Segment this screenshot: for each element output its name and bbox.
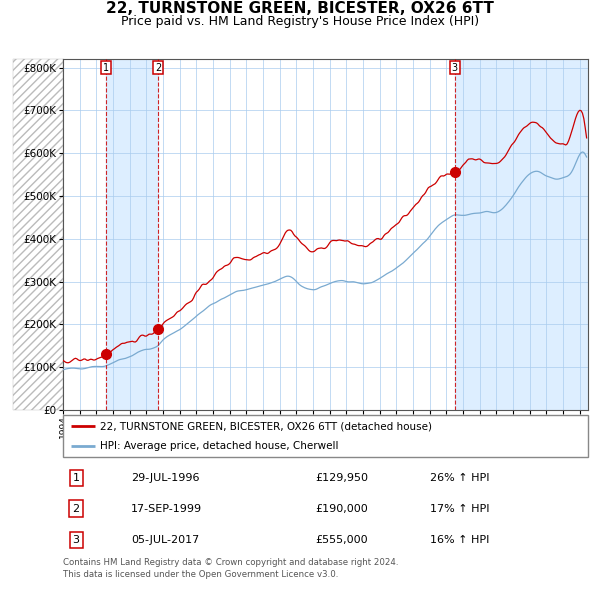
Text: 1: 1 <box>73 473 80 483</box>
Text: 22, TURNSTONE GREEN, BICESTER, OX26 6TT: 22, TURNSTONE GREEN, BICESTER, OX26 6TT <box>106 1 494 16</box>
Bar <box>13 59 63 410</box>
Text: Price paid vs. HM Land Registry's House Price Index (HPI): Price paid vs. HM Land Registry's House … <box>121 15 479 28</box>
Text: This data is licensed under the Open Government Licence v3.0.: This data is licensed under the Open Gov… <box>63 570 338 579</box>
Text: 29-JUL-1996: 29-JUL-1996 <box>131 473 200 483</box>
Text: 17% ↑ HPI: 17% ↑ HPI <box>431 504 490 514</box>
Text: 2: 2 <box>155 63 161 73</box>
Text: 17-SEP-1999: 17-SEP-1999 <box>131 504 202 514</box>
Text: 22, TURNSTONE GREEN, BICESTER, OX26 6TT (detached house): 22, TURNSTONE GREEN, BICESTER, OX26 6TT … <box>100 421 432 431</box>
Text: 16% ↑ HPI: 16% ↑ HPI <box>431 535 490 545</box>
Text: £555,000: £555,000 <box>315 535 368 545</box>
Bar <box>455 59 588 410</box>
Text: 26% ↑ HPI: 26% ↑ HPI <box>431 473 490 483</box>
Text: HPI: Average price, detached house, Cherwell: HPI: Average price, detached house, Cher… <box>100 441 338 451</box>
Text: 2: 2 <box>73 504 80 514</box>
Text: £129,950: £129,950 <box>315 473 368 483</box>
Text: 05-JUL-2017: 05-JUL-2017 <box>131 535 199 545</box>
Text: Contains HM Land Registry data © Crown copyright and database right 2024.: Contains HM Land Registry data © Crown c… <box>63 558 398 566</box>
Bar <box>106 59 158 410</box>
Text: 3: 3 <box>452 63 458 73</box>
Text: 3: 3 <box>73 535 80 545</box>
Text: £190,000: £190,000 <box>315 504 368 514</box>
Text: 1: 1 <box>103 63 109 73</box>
